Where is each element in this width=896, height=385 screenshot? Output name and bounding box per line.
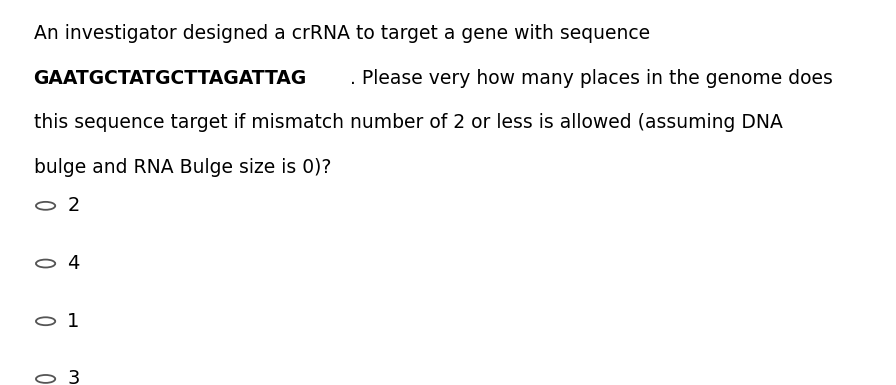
Text: 2: 2 — [67, 196, 80, 215]
Text: . Please very how many places in the genome does: . Please very how many places in the gen… — [349, 69, 832, 88]
Text: An investigator designed a crRNA to target a gene with sequence: An investigator designed a crRNA to targ… — [33, 25, 650, 44]
Text: 4: 4 — [67, 254, 80, 273]
Text: 3: 3 — [67, 370, 80, 385]
Text: bulge and RNA Bulge size is 0)?: bulge and RNA Bulge size is 0)? — [33, 158, 331, 177]
Text: GAATGCTATGCTTAGATTAG: GAATGCTATGCTTAGATTAG — [33, 69, 306, 88]
Text: this sequence target if mismatch number of 2 or less is allowed (assuming DNA: this sequence target if mismatch number … — [33, 114, 782, 132]
Text: 1: 1 — [67, 312, 80, 331]
